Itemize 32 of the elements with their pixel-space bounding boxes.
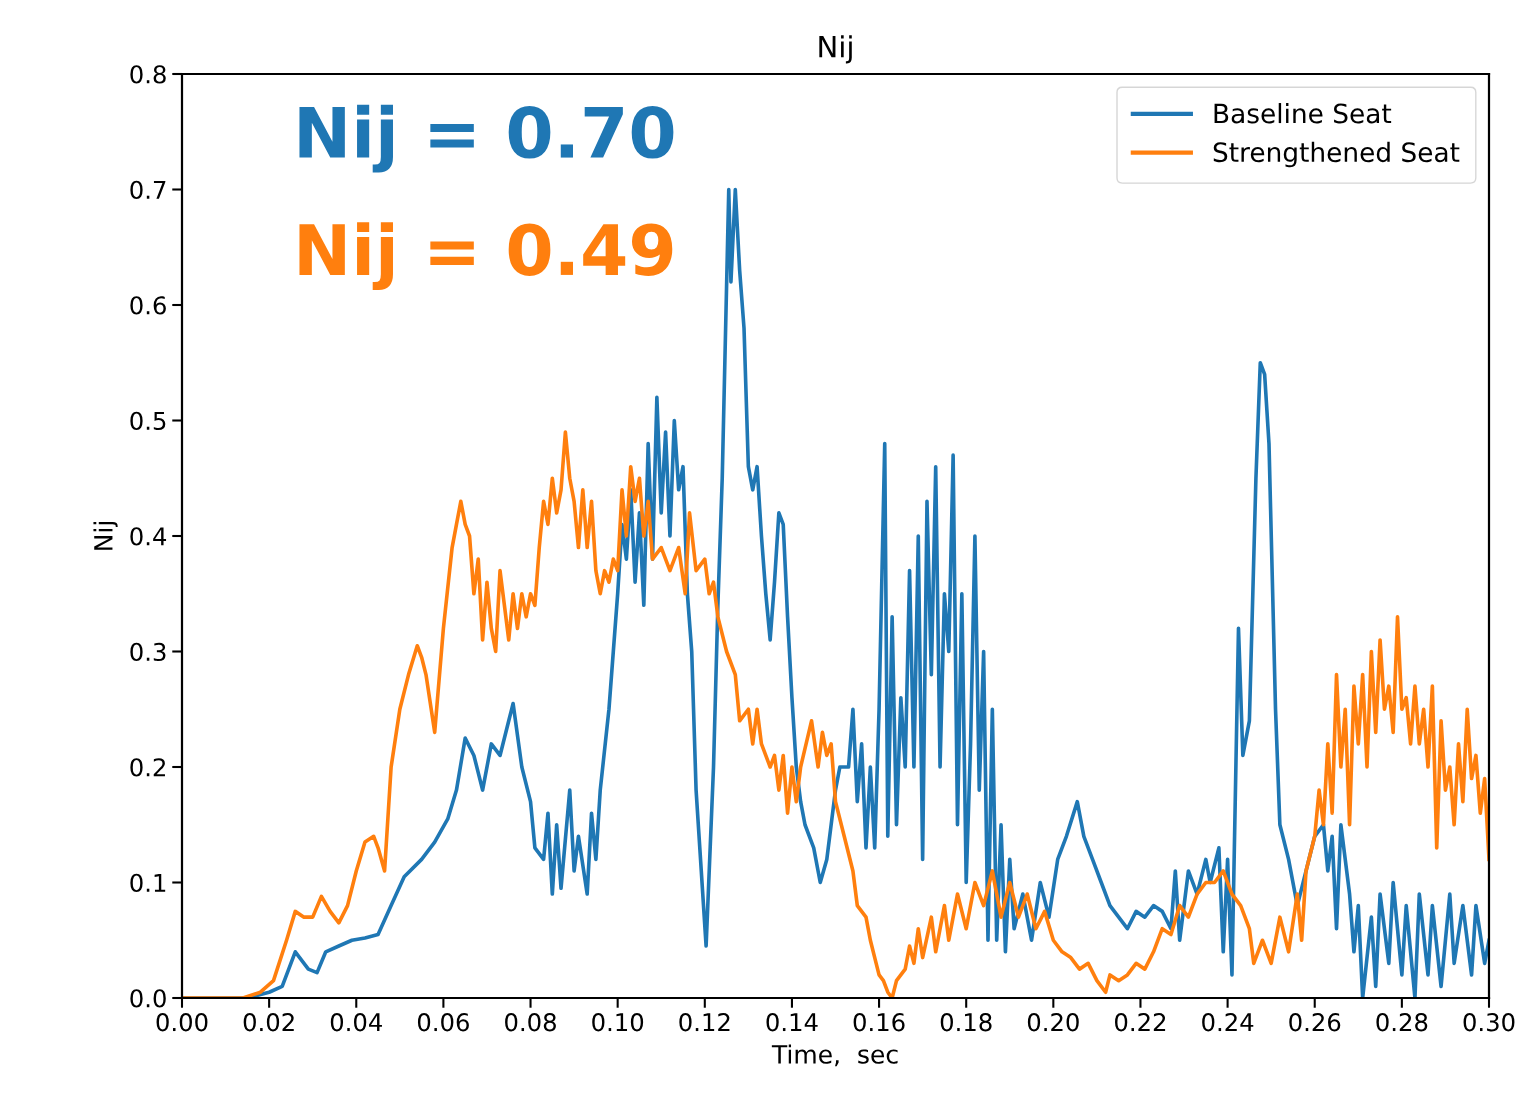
annotation: Nij = 0.49 bbox=[299, 222, 673, 290]
x-tick-label: 0.18 bbox=[940, 1013, 992, 1032]
x-tick-label: 0.22 bbox=[1115, 1013, 1166, 1032]
x-tick-label: 0.06 bbox=[417, 1013, 469, 1032]
y-tick-label: 0.4 bbox=[130, 527, 167, 546]
y-tick-label: 0.6 bbox=[130, 296, 166, 315]
x-tick-label: 0.00 bbox=[156, 1013, 208, 1032]
chart-title: Nij bbox=[819, 35, 852, 64]
y-tick-label: 0.0 bbox=[130, 989, 166, 1008]
x-tick-label: 0.30 bbox=[1463, 1013, 1515, 1032]
x-tick-label: 0.08 bbox=[505, 1013, 556, 1032]
x-tick-label: 0.26 bbox=[1289, 1013, 1341, 1032]
x-tick-label: 0.14 bbox=[766, 1013, 818, 1032]
x-tick-label: 0.20 bbox=[1027, 1013, 1079, 1032]
y-tick-label: 0.8 bbox=[130, 65, 166, 84]
legend-label: Strengthened Seat bbox=[1213, 141, 1460, 168]
y-tick-label: 0.3 bbox=[130, 642, 166, 662]
x-tick-label: 0.16 bbox=[853, 1013, 905, 1032]
annotation: Nij = 0.70 bbox=[299, 104, 674, 173]
x-tick-label: 0.12 bbox=[679, 1013, 730, 1032]
y-axis-title: Nij bbox=[93, 522, 118, 550]
legend-label: Baseline Seat bbox=[1214, 103, 1392, 124]
x-axis-title: Time, sec bbox=[771, 1044, 898, 1067]
x-tick-label: 0.02 bbox=[243, 1013, 294, 1032]
y-tick-label: 0.2 bbox=[130, 758, 165, 777]
x-tick-label: 0.24 bbox=[1202, 1013, 1254, 1032]
y-tick-label: 0.5 bbox=[130, 411, 166, 431]
y-tick-label: 0.7 bbox=[130, 180, 166, 200]
x-tick-label: 0.04 bbox=[330, 1013, 382, 1032]
y-tick-label: 0.1 bbox=[130, 873, 166, 893]
x-tick-label: 0.28 bbox=[1376, 1013, 1428, 1032]
x-tick-label: 0.10 bbox=[592, 1013, 644, 1032]
